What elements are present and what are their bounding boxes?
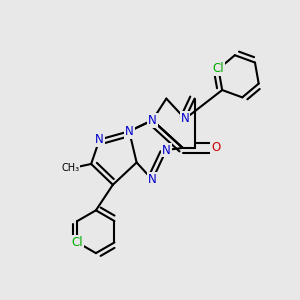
Text: N: N xyxy=(95,133,104,146)
Text: Cl: Cl xyxy=(213,62,224,76)
Text: O: O xyxy=(212,141,220,154)
Text: Cl: Cl xyxy=(72,236,83,249)
Text: CH₃: CH₃ xyxy=(61,164,80,173)
Text: N: N xyxy=(162,143,171,157)
Text: N: N xyxy=(148,114,157,127)
Text: N: N xyxy=(125,125,134,138)
Text: N: N xyxy=(148,173,157,186)
Text: N: N xyxy=(181,112,189,125)
